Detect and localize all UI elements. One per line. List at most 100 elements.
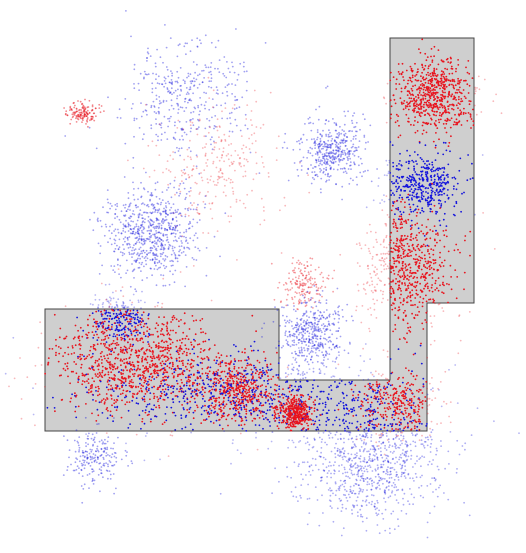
scatter-point <box>443 97 446 100</box>
scatter-point <box>97 304 100 306</box>
scatter-point <box>324 330 326 333</box>
scatter-point <box>130 253 133 255</box>
scatter-point <box>418 255 421 258</box>
scatter-point <box>205 135 207 138</box>
scatter-point <box>293 339 295 342</box>
scatter-point <box>113 333 115 335</box>
scatter-point <box>348 341 351 344</box>
scatter-point <box>386 356 389 358</box>
scatter-point <box>193 359 195 362</box>
scatter-point <box>334 312 337 314</box>
scatter-point <box>200 42 202 45</box>
scatter-point <box>327 323 330 326</box>
scatter-point <box>391 144 394 147</box>
scatter-point <box>216 126 218 128</box>
scatter-point <box>203 104 206 107</box>
scatter-point <box>255 162 258 165</box>
scatter-point <box>86 115 88 117</box>
scatter-point <box>157 110 160 113</box>
scatter-point <box>156 240 159 242</box>
scatter-point <box>303 292 306 295</box>
scatter-point <box>335 358 337 360</box>
scatter-point <box>340 158 342 161</box>
scatter-point <box>447 105 449 108</box>
scatter-point <box>296 292 298 295</box>
scatter-point <box>449 80 452 82</box>
scatter-point <box>113 402 116 405</box>
scatter-point <box>453 205 456 208</box>
scatter-point <box>134 248 137 251</box>
scatter-point <box>468 84 471 87</box>
scatter-point <box>315 348 317 351</box>
scatter-point <box>293 378 296 381</box>
scatter-point <box>280 252 283 254</box>
scatter-point <box>277 286 279 289</box>
scatter-point <box>195 154 198 157</box>
scatter-point <box>172 264 174 267</box>
scatter-point <box>162 99 165 102</box>
scatter-point <box>219 255 221 258</box>
scatter-point <box>317 326 320 328</box>
scatter-point <box>313 317 316 319</box>
scatter-point <box>153 106 156 108</box>
scatter-point <box>328 336 331 338</box>
scatter-point <box>189 80 192 83</box>
scatter-point <box>303 267 306 269</box>
scatter-point <box>172 158 175 161</box>
scatter-point <box>198 83 201 86</box>
scatter-point <box>129 315 131 317</box>
scatter-point <box>431 182 433 185</box>
scatter-point <box>414 281 417 284</box>
scatter-point <box>326 161 328 164</box>
scatter-point <box>468 311 471 313</box>
scatter-point <box>179 85 182 87</box>
scatter-point <box>414 107 416 110</box>
scatter-point <box>80 111 83 114</box>
scatter-point <box>369 252 372 255</box>
scatter-point <box>411 289 414 292</box>
scatter-point <box>191 204 194 207</box>
scatter-point <box>415 96 417 98</box>
scatter-point <box>208 108 211 111</box>
scatter-point <box>320 362 323 364</box>
scatter-point <box>297 333 300 336</box>
scatter-point <box>142 202 144 205</box>
scatter-point <box>444 91 446 94</box>
scatter-point <box>408 97 411 99</box>
scatter-point <box>321 134 323 137</box>
scatter-point <box>174 224 176 227</box>
scatter-point <box>329 339 331 342</box>
scatter-point <box>436 173 439 175</box>
scatter-point <box>47 363 49 366</box>
scatter-point <box>197 106 200 109</box>
scatter-point <box>155 123 158 125</box>
scatter-point <box>454 113 456 116</box>
scatter-point <box>150 333 152 336</box>
scatter-point <box>152 355 155 358</box>
scatter-point <box>81 121 83 123</box>
scatter-point <box>340 153 343 156</box>
scatter-point <box>315 340 317 343</box>
scatter-point <box>208 415 210 418</box>
scatter-point <box>293 269 295 272</box>
scatter-point <box>198 249 201 252</box>
scatter-point <box>141 229 143 232</box>
scatter-point <box>341 129 344 131</box>
scatter-point <box>127 159 129 162</box>
scatter-point <box>155 253 158 256</box>
scatter-point <box>319 140 322 142</box>
scatter-point <box>409 292 411 294</box>
scatter-point <box>399 223 402 226</box>
scatter-point <box>174 226 177 229</box>
scatter-point <box>189 222 192 225</box>
scatter-point <box>407 264 410 266</box>
scatter-point <box>169 37 172 39</box>
scatter-point <box>335 152 338 154</box>
scatter-point <box>435 74 437 77</box>
scatter-point <box>179 212 182 215</box>
scatter-point <box>439 77 442 80</box>
scatter-point <box>245 70 248 73</box>
scatter-point <box>275 347 277 349</box>
scatter-point <box>404 249 406 252</box>
scatter-point <box>149 259 152 261</box>
